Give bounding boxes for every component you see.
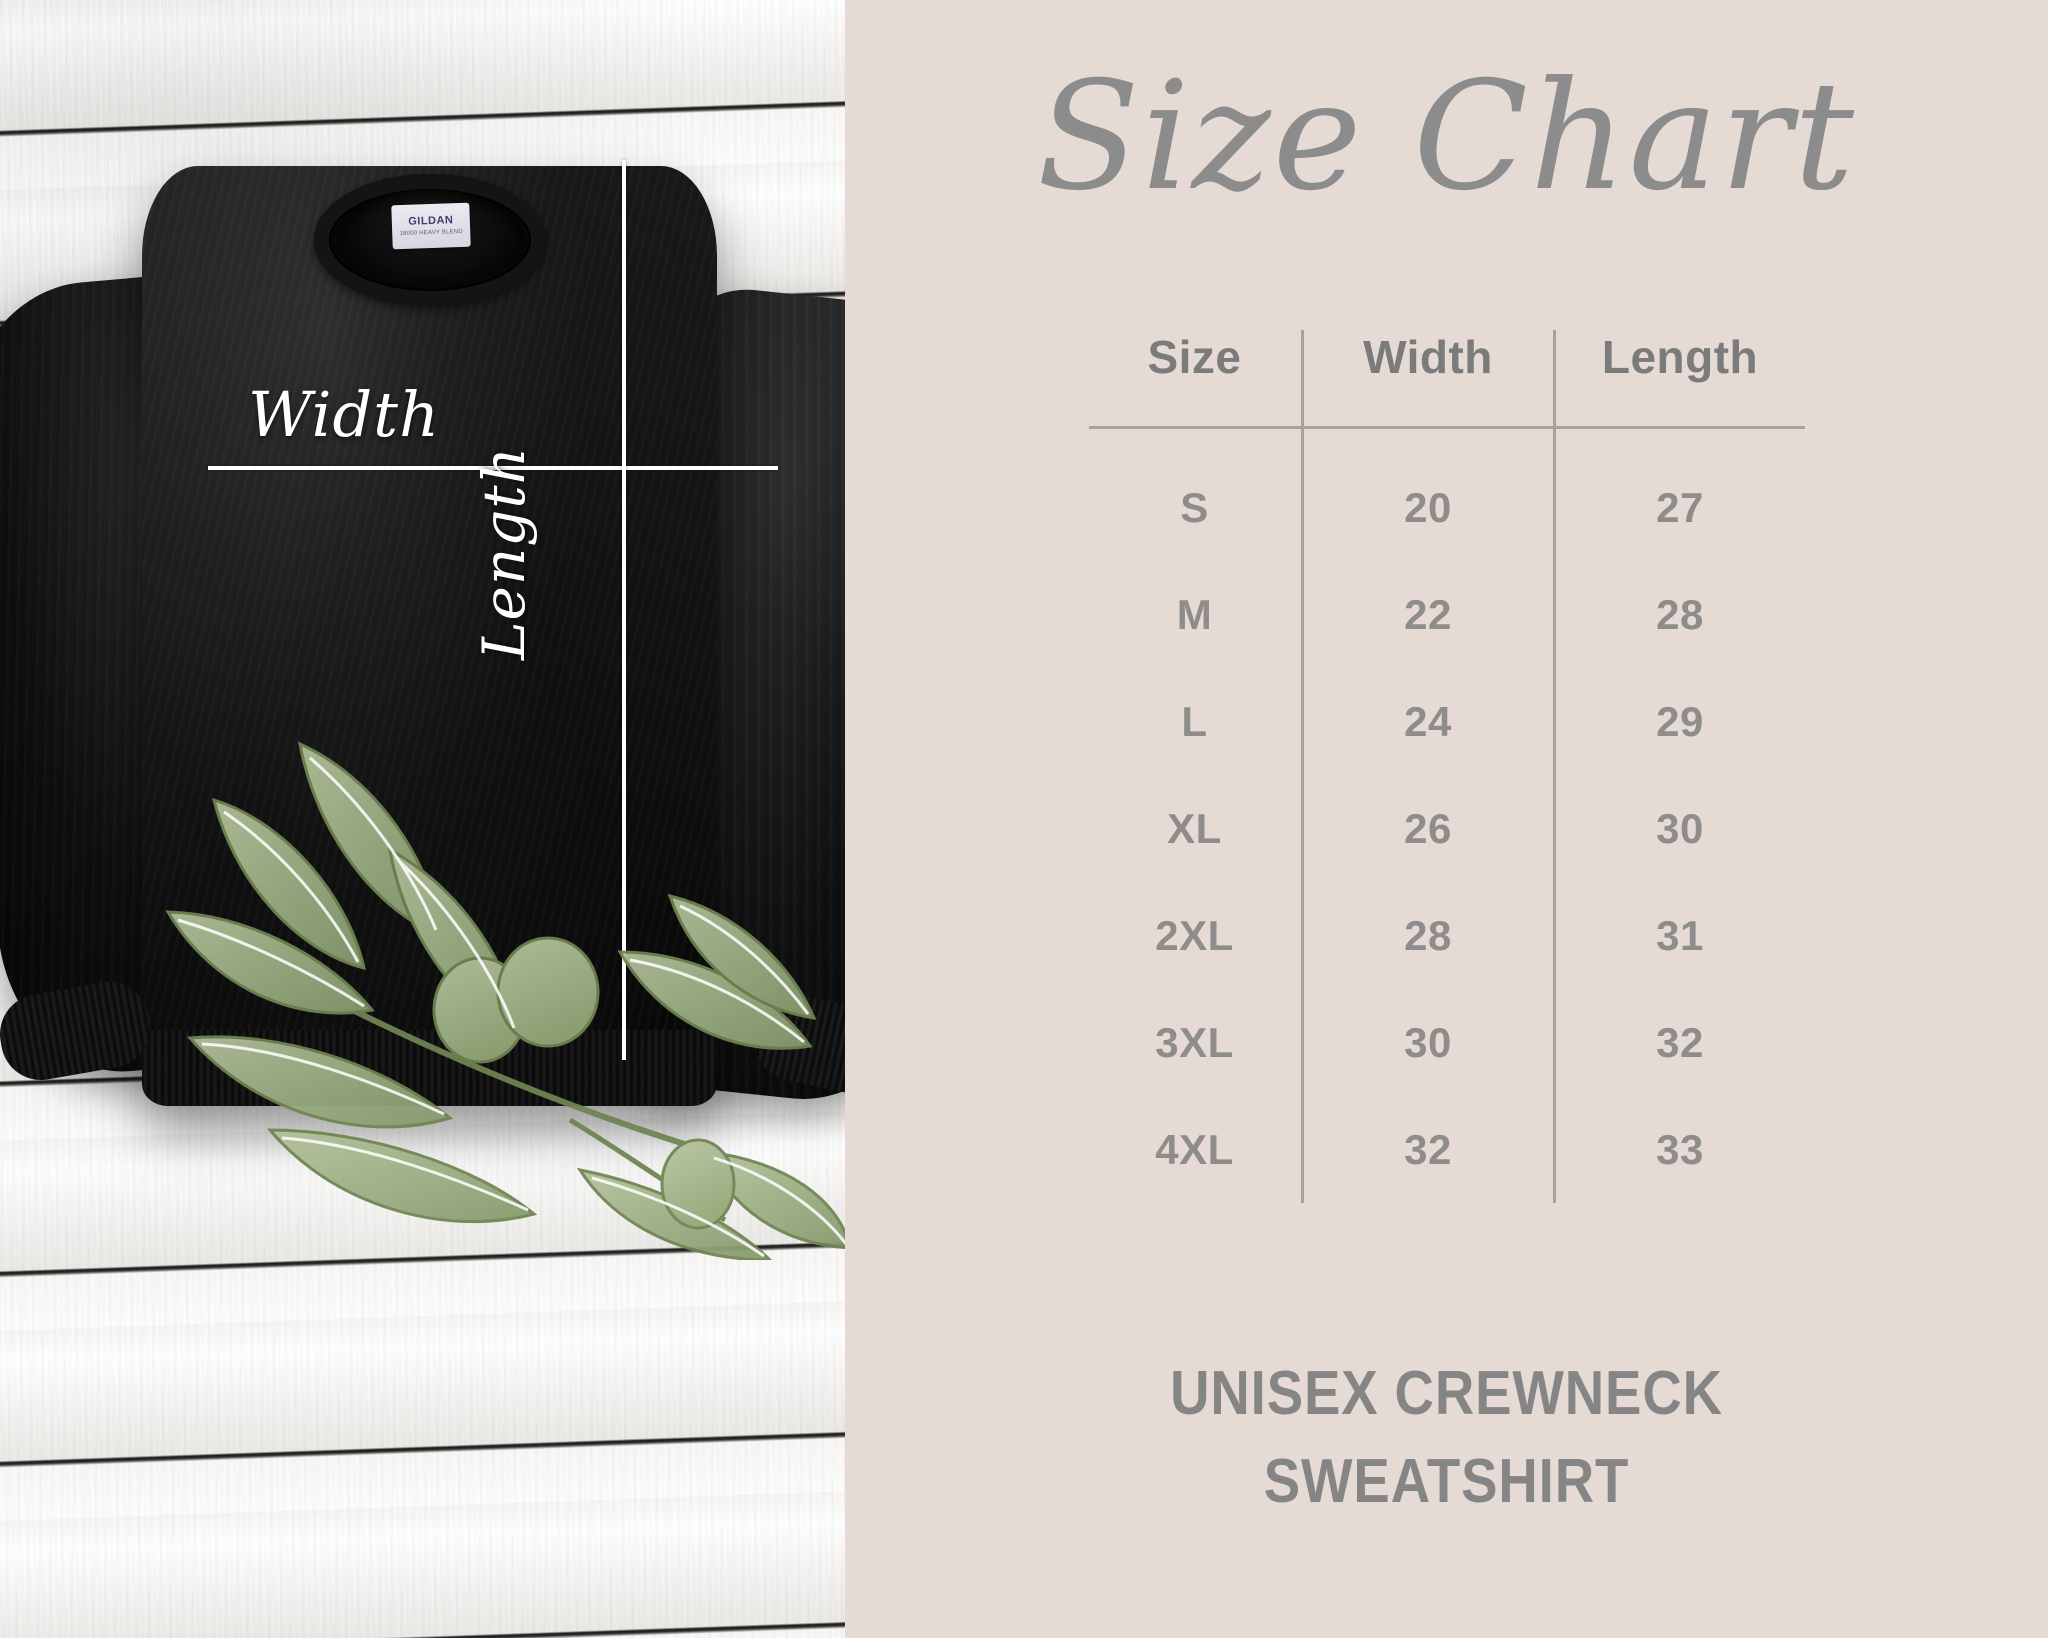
column-header-size: Size xyxy=(1088,330,1302,429)
length-measure-line xyxy=(622,160,626,1060)
cell-length: 29 xyxy=(1552,668,1805,775)
column-header-width: Width xyxy=(1300,330,1554,429)
cell-length: 30 xyxy=(1552,775,1805,882)
cell-width: 20 xyxy=(1300,427,1554,561)
cell-size: S xyxy=(1180,483,1209,531)
brand-neck-tag: GILDAN 18000 HEAVY BLEND xyxy=(391,202,471,250)
cell-size: 4XL xyxy=(1155,1125,1234,1173)
length-label: Length xyxy=(470,446,538,660)
cell-length: 31 xyxy=(1552,882,1805,989)
product-photo-panel: GILDAN 18000 HEAVY BLEND Width Length xyxy=(0,0,845,1638)
size-chart-panel: Size Chart Size Width Length S 20 27 M 2… xyxy=(845,0,2048,1638)
cell-width: 26 xyxy=(1300,775,1554,882)
column-header-length: Length xyxy=(1552,330,1805,429)
width-label: Width xyxy=(248,378,440,451)
table-row: 3XL 30 32 xyxy=(1089,989,1805,1096)
width-measure-line xyxy=(208,466,778,470)
cell-width: 22 xyxy=(1300,561,1554,668)
caption-line-1: UNISEX CREWNECK xyxy=(1170,1358,1723,1428)
brand-name: GILDAN xyxy=(408,214,454,228)
cell-width: 30 xyxy=(1300,989,1554,1096)
cell-width: 32 xyxy=(1300,1096,1554,1203)
cell-length: 28 xyxy=(1552,561,1805,668)
sweatshirt-hem-ribbing xyxy=(142,1030,717,1106)
table-row: L 24 29 xyxy=(1089,668,1805,775)
cell-size: L xyxy=(1181,697,1208,745)
brand-style-code: 18000 HEAVY BLEND xyxy=(399,228,463,238)
cell-width: 28 xyxy=(1300,882,1554,989)
cell-length: 33 xyxy=(1552,1096,1805,1203)
caption-line-2: SWEATSHIRT xyxy=(1263,1446,1630,1516)
sweatshirt-body xyxy=(142,166,717,1106)
table-header-row: Size Width Length xyxy=(1088,330,1805,429)
table-row: XL 26 30 xyxy=(1089,775,1805,882)
size-table: Size Width Length S 20 27 M 22 28 L xyxy=(1088,330,1805,1203)
product-caption: UNISEX CREWNECK SWEATSHIRT xyxy=(966,1350,1926,1526)
cell-size: XL xyxy=(1167,804,1222,852)
table-row: 4XL 32 33 xyxy=(1089,1096,1805,1203)
cell-size: 3XL xyxy=(1155,1018,1234,1066)
table-row: S 20 27 xyxy=(1089,427,1805,561)
table-row: 2XL 28 31 xyxy=(1089,882,1805,989)
table-row: M 22 28 xyxy=(1089,561,1805,668)
cell-length: 27 xyxy=(1552,427,1805,561)
page-title: Size Chart xyxy=(1037,50,1856,224)
cell-length: 32 xyxy=(1552,989,1805,1096)
cell-width: 24 xyxy=(1300,668,1554,775)
sweatshirt-flatlay: GILDAN 18000 HEAVY BLEND xyxy=(0,130,845,1130)
cell-size: 2XL xyxy=(1155,911,1234,959)
cell-size: M xyxy=(1176,590,1213,638)
